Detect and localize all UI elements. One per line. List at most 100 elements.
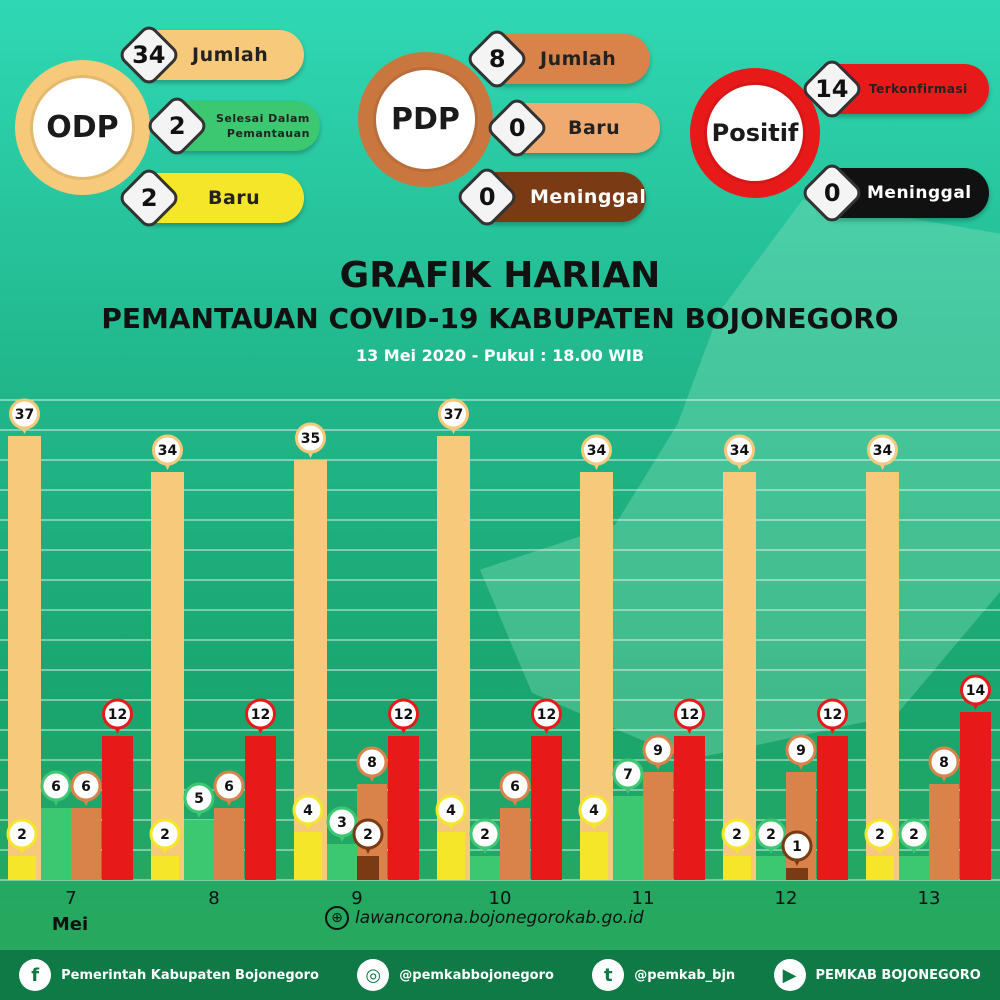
pdp-meninggal-pill: 0 Meninggal [454, 164, 646, 230]
bar-series-2-7 [41, 808, 71, 880]
facebook-link[interactable]: f Pemerintah Kabupaten Bojonegoro [19, 959, 319, 991]
bar-series-1-11 [580, 832, 608, 880]
data-label-bubble [295, 422, 326, 454]
bar-series-2-8 [184, 820, 214, 880]
x-tick-label: 11 [632, 888, 655, 909]
data-label-bubble [149, 818, 181, 850]
data-label: 37 [444, 407, 463, 423]
data-label-bubble [70, 770, 102, 802]
data-label-bubble [724, 434, 755, 466]
data-label: 1 [792, 839, 802, 855]
data-label: 35 [301, 431, 320, 447]
bar-series-2-12 [756, 856, 786, 880]
odp-label: ODP [46, 109, 119, 145]
page-title: GRAFIK HARIAN [339, 255, 661, 296]
positif-meninggal-pill: 0 Meninggal [799, 160, 989, 226]
data-label: 2 [875, 827, 885, 843]
bar-series-1-8 [151, 856, 179, 880]
data-label: 2 [160, 827, 170, 843]
pdp-baru-label: Baru [568, 117, 621, 139]
bar-series-1-13 [866, 856, 894, 880]
data-label-bubble [612, 758, 644, 790]
page-subtitle: PEMANTAUAN COVID-19 KABUPATEN BOJONEGORO [101, 302, 899, 335]
data-label-bubble [183, 782, 215, 814]
odp-jumlah-label: Jumlah [192, 44, 269, 66]
pdp-jumlah-pill: 8 Jumlah [464, 26, 650, 92]
data-label: 12 [108, 707, 127, 723]
data-label-bubble [352, 818, 384, 850]
data-label: 6 [51, 779, 61, 795]
pdp-baru-badge: 0 [484, 95, 550, 161]
data-label: 2 [363, 827, 373, 843]
data-label-bubble [864, 818, 896, 850]
twitter-icon: t [592, 959, 625, 991]
bar-series-1-9 [294, 832, 322, 880]
bar-series-4-12 [786, 868, 808, 880]
data-label-bubble [867, 434, 898, 466]
bar-series-3-10 [500, 808, 530, 880]
data-label-bubble [388, 698, 419, 730]
bar-series-3-11 [643, 772, 673, 880]
bar-series-1-10 [437, 832, 465, 880]
positif-circle: Positif [690, 68, 820, 198]
instagram-link[interactable]: ◎ @pemkabbojonegoro [357, 959, 554, 991]
globe-icon: ⊕ [325, 906, 349, 930]
data-label-bubble [785, 734, 817, 766]
data-label-bubble [817, 698, 848, 730]
data-label: 2 [766, 827, 776, 843]
data-label: 6 [224, 779, 234, 795]
data-label-bubble [578, 794, 610, 826]
bar-series-2-11 [613, 796, 643, 880]
website-text: lawancorona.bojonegorokab.go.id [355, 908, 644, 928]
bar-series-5-9 [388, 736, 419, 880]
bar-series-3-13 [929, 784, 959, 880]
data-label: 2 [732, 827, 742, 843]
data-label: 4 [446, 803, 456, 819]
data-label-bubble [9, 398, 40, 430]
data-label-bubble [213, 770, 245, 802]
youtube-link[interactable]: ▶ PEMKAB BOJONEGORO [773, 959, 981, 991]
data-label-bubble [531, 698, 562, 730]
data-label-bubble [245, 698, 276, 730]
data-label: 6 [81, 779, 91, 795]
positif-label: Positif [711, 119, 799, 147]
data-label: 6 [510, 779, 520, 795]
bar-series-0-12 [723, 472, 756, 880]
pdp-circle: PDP [358, 52, 493, 187]
data-label-bubble [6, 818, 38, 850]
bar-series-3-12 [786, 772, 816, 880]
data-label-bubble [898, 818, 930, 850]
data-label-bubble [721, 818, 753, 850]
x-tick-label: 7 [65, 888, 76, 909]
data-label: 8 [367, 755, 377, 771]
twitter-link[interactable]: t @pemkab_bjn [592, 959, 735, 991]
pdp-jumlah-label: Jumlah [540, 48, 617, 70]
report-date: 13 Mei 2020 - Pukul : 18.00 WIB [355, 346, 645, 365]
data-label-bubble [40, 770, 72, 802]
data-label-bubble [152, 434, 183, 466]
x-tick-label: 12 [775, 888, 798, 909]
odp-selesai-badge: 2 [144, 93, 210, 159]
data-label: 5 [194, 791, 204, 807]
bar-series-1-7 [8, 856, 36, 880]
bar-series-5-7 [102, 736, 133, 880]
data-label: 34 [587, 443, 607, 459]
data-label-bubble [928, 746, 960, 778]
youtube-text: PEMKAB BOJONEGORO [815, 967, 981, 983]
bar-series-1-12 [723, 856, 751, 880]
data-label-bubble [499, 770, 531, 802]
odp-circle: ODP [15, 60, 150, 195]
data-label: 12 [680, 707, 699, 723]
data-label: 4 [589, 803, 599, 819]
data-label: 3 [337, 815, 347, 831]
data-label-bubble [581, 434, 612, 466]
data-label-bubble [435, 794, 467, 826]
data-label: 9 [796, 743, 806, 759]
data-label: 34 [730, 443, 750, 459]
odp-baru-label: Baru [208, 187, 261, 209]
website-link[interactable]: ⊕ lawancorona.bojonegorokab.go.id [325, 906, 644, 930]
data-label: 4 [303, 803, 313, 819]
odp-baru-pill: 2 Baru [116, 165, 304, 231]
footer-bar: f Pemerintah Kabupaten Bojonegoro ◎ @pem… [0, 950, 1000, 1000]
youtube-icon: ▶ [773, 959, 806, 991]
